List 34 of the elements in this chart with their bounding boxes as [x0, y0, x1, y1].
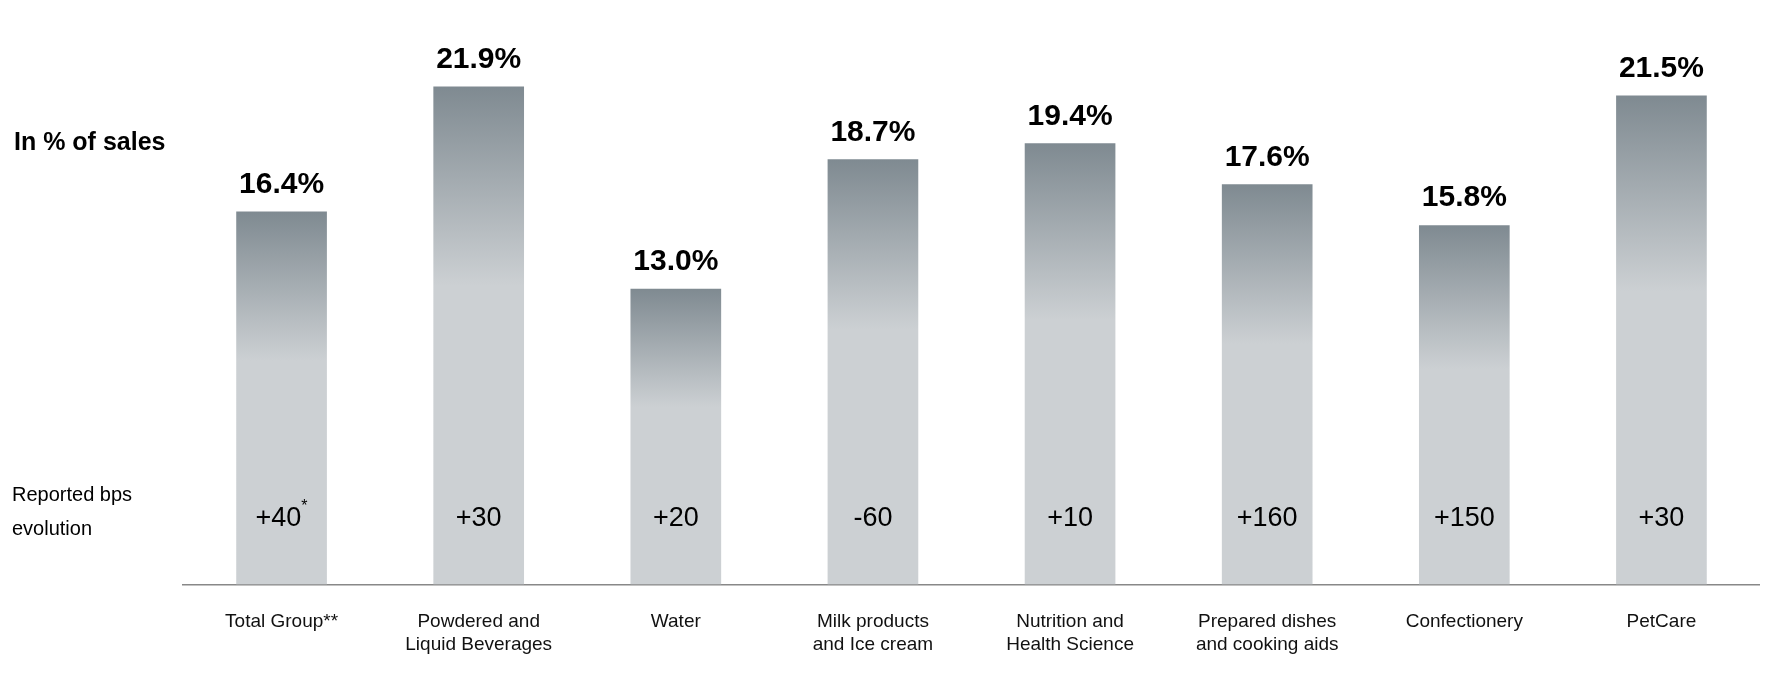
bar	[236, 211, 327, 585]
data-label: 18.7%	[830, 113, 916, 147]
annotation: +150	[1433, 501, 1495, 532]
bar	[630, 288, 722, 585]
annotation: +160	[1236, 501, 1298, 532]
bar	[1418, 225, 1510, 585]
bar	[827, 159, 919, 585]
x-tick-label: Milk products and Ice cream	[812, 610, 934, 654]
annotation: +10	[1047, 501, 1093, 532]
annotation: +40*	[255, 496, 308, 532]
data-label: 19.4%	[1027, 97, 1113, 131]
x-tick-label: Confectionery	[1405, 610, 1524, 632]
x-tick-label: Powdered and Liquid Beverages	[405, 610, 553, 654]
data-label: 13.0%	[633, 243, 719, 277]
x-tick-label: Prepared dishes and cooking aids	[1195, 610, 1339, 654]
annotation: +20	[652, 501, 699, 532]
annotation: -60	[853, 501, 893, 532]
data-label: 17.6%	[1224, 138, 1310, 172]
bar	[433, 86, 525, 585]
data-label: 21.9%	[436, 40, 522, 74]
x-tick-label: Total Group**	[225, 610, 339, 632]
bar	[1221, 184, 1313, 585]
data-label: 15.8%	[1421, 179, 1507, 213]
x-tick-label: Nutrition and Health Science	[1006, 610, 1134, 654]
bar	[1024, 143, 1116, 585]
annotation: +30	[1638, 501, 1685, 532]
text: Reported bps evolution	[12, 482, 133, 539]
x-tick-label: PetCare	[1626, 610, 1697, 632]
annotation: +30	[455, 501, 502, 532]
bar	[1616, 95, 1707, 585]
y-axis-title: In % of sales	[14, 127, 166, 156]
x-tick-label: Water	[650, 610, 702, 632]
data-label: 21.5%	[1618, 49, 1704, 83]
data-label: 16.4%	[239, 165, 325, 199]
